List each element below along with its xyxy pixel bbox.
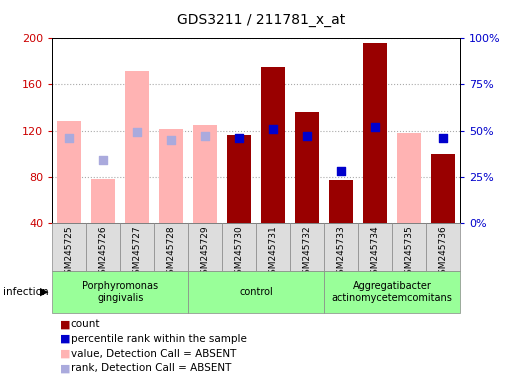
Bar: [262, 67, 285, 223]
Bar: [329, 180, 353, 223]
Bar: [397, 133, 421, 223]
Text: GSM245728: GSM245728: [167, 225, 176, 280]
Text: GSM245736: GSM245736: [439, 225, 448, 280]
Text: ■: ■: [60, 363, 71, 373]
Bar: [58, 121, 81, 223]
Text: rank, Detection Call = ABSENT: rank, Detection Call = ABSENT: [71, 363, 231, 373]
FancyBboxPatch shape: [392, 223, 426, 271]
Text: control: control: [240, 287, 273, 297]
Text: GSM245733: GSM245733: [337, 225, 346, 280]
Text: GSM245726: GSM245726: [99, 225, 108, 280]
FancyBboxPatch shape: [324, 223, 358, 271]
Text: GSM245735: GSM245735: [405, 225, 414, 280]
Bar: [194, 125, 217, 223]
FancyBboxPatch shape: [426, 223, 460, 271]
Text: count: count: [71, 319, 100, 329]
FancyBboxPatch shape: [290, 223, 324, 271]
Text: ■: ■: [60, 334, 71, 344]
Text: Aggregatibacter
actinomycetemcomitans: Aggregatibacter actinomycetemcomitans: [332, 281, 453, 303]
FancyBboxPatch shape: [52, 223, 86, 271]
Text: GSM245727: GSM245727: [133, 225, 142, 280]
Point: [439, 135, 447, 141]
Point: [201, 133, 209, 139]
FancyBboxPatch shape: [154, 223, 188, 271]
Point: [65, 135, 73, 141]
FancyBboxPatch shape: [188, 271, 324, 313]
Point: [303, 133, 311, 139]
FancyBboxPatch shape: [222, 223, 256, 271]
Text: GSM245729: GSM245729: [201, 225, 210, 280]
Point: [99, 157, 108, 163]
Bar: [363, 43, 387, 223]
Text: GDS3211 / 211781_x_at: GDS3211 / 211781_x_at: [177, 13, 346, 27]
Text: value, Detection Call = ABSENT: value, Detection Call = ABSENT: [71, 349, 236, 359]
FancyBboxPatch shape: [188, 223, 222, 271]
Text: GSM245725: GSM245725: [65, 225, 74, 280]
Text: GSM245734: GSM245734: [371, 225, 380, 280]
Bar: [126, 71, 149, 223]
Text: ■: ■: [60, 349, 71, 359]
Point: [167, 137, 175, 143]
Bar: [295, 112, 319, 223]
Point: [235, 135, 243, 141]
Text: GSM245731: GSM245731: [269, 225, 278, 280]
Text: ■: ■: [60, 319, 71, 329]
FancyBboxPatch shape: [358, 223, 392, 271]
FancyBboxPatch shape: [52, 271, 188, 313]
Text: GSM245730: GSM245730: [235, 225, 244, 280]
FancyBboxPatch shape: [324, 271, 460, 313]
Point: [133, 129, 141, 136]
Text: infection: infection: [3, 287, 48, 297]
Point: [371, 124, 379, 130]
Point: [337, 168, 345, 174]
Text: Porphyromonas
gingivalis: Porphyromonas gingivalis: [82, 281, 158, 303]
Text: GSM245732: GSM245732: [303, 225, 312, 280]
Bar: [228, 135, 251, 223]
FancyBboxPatch shape: [120, 223, 154, 271]
Text: percentile rank within the sample: percentile rank within the sample: [71, 334, 246, 344]
FancyBboxPatch shape: [256, 223, 290, 271]
Point: [269, 126, 277, 132]
Bar: [431, 154, 455, 223]
FancyBboxPatch shape: [86, 223, 120, 271]
Bar: [160, 129, 183, 223]
Bar: [92, 179, 115, 223]
Text: ▶: ▶: [40, 287, 49, 297]
